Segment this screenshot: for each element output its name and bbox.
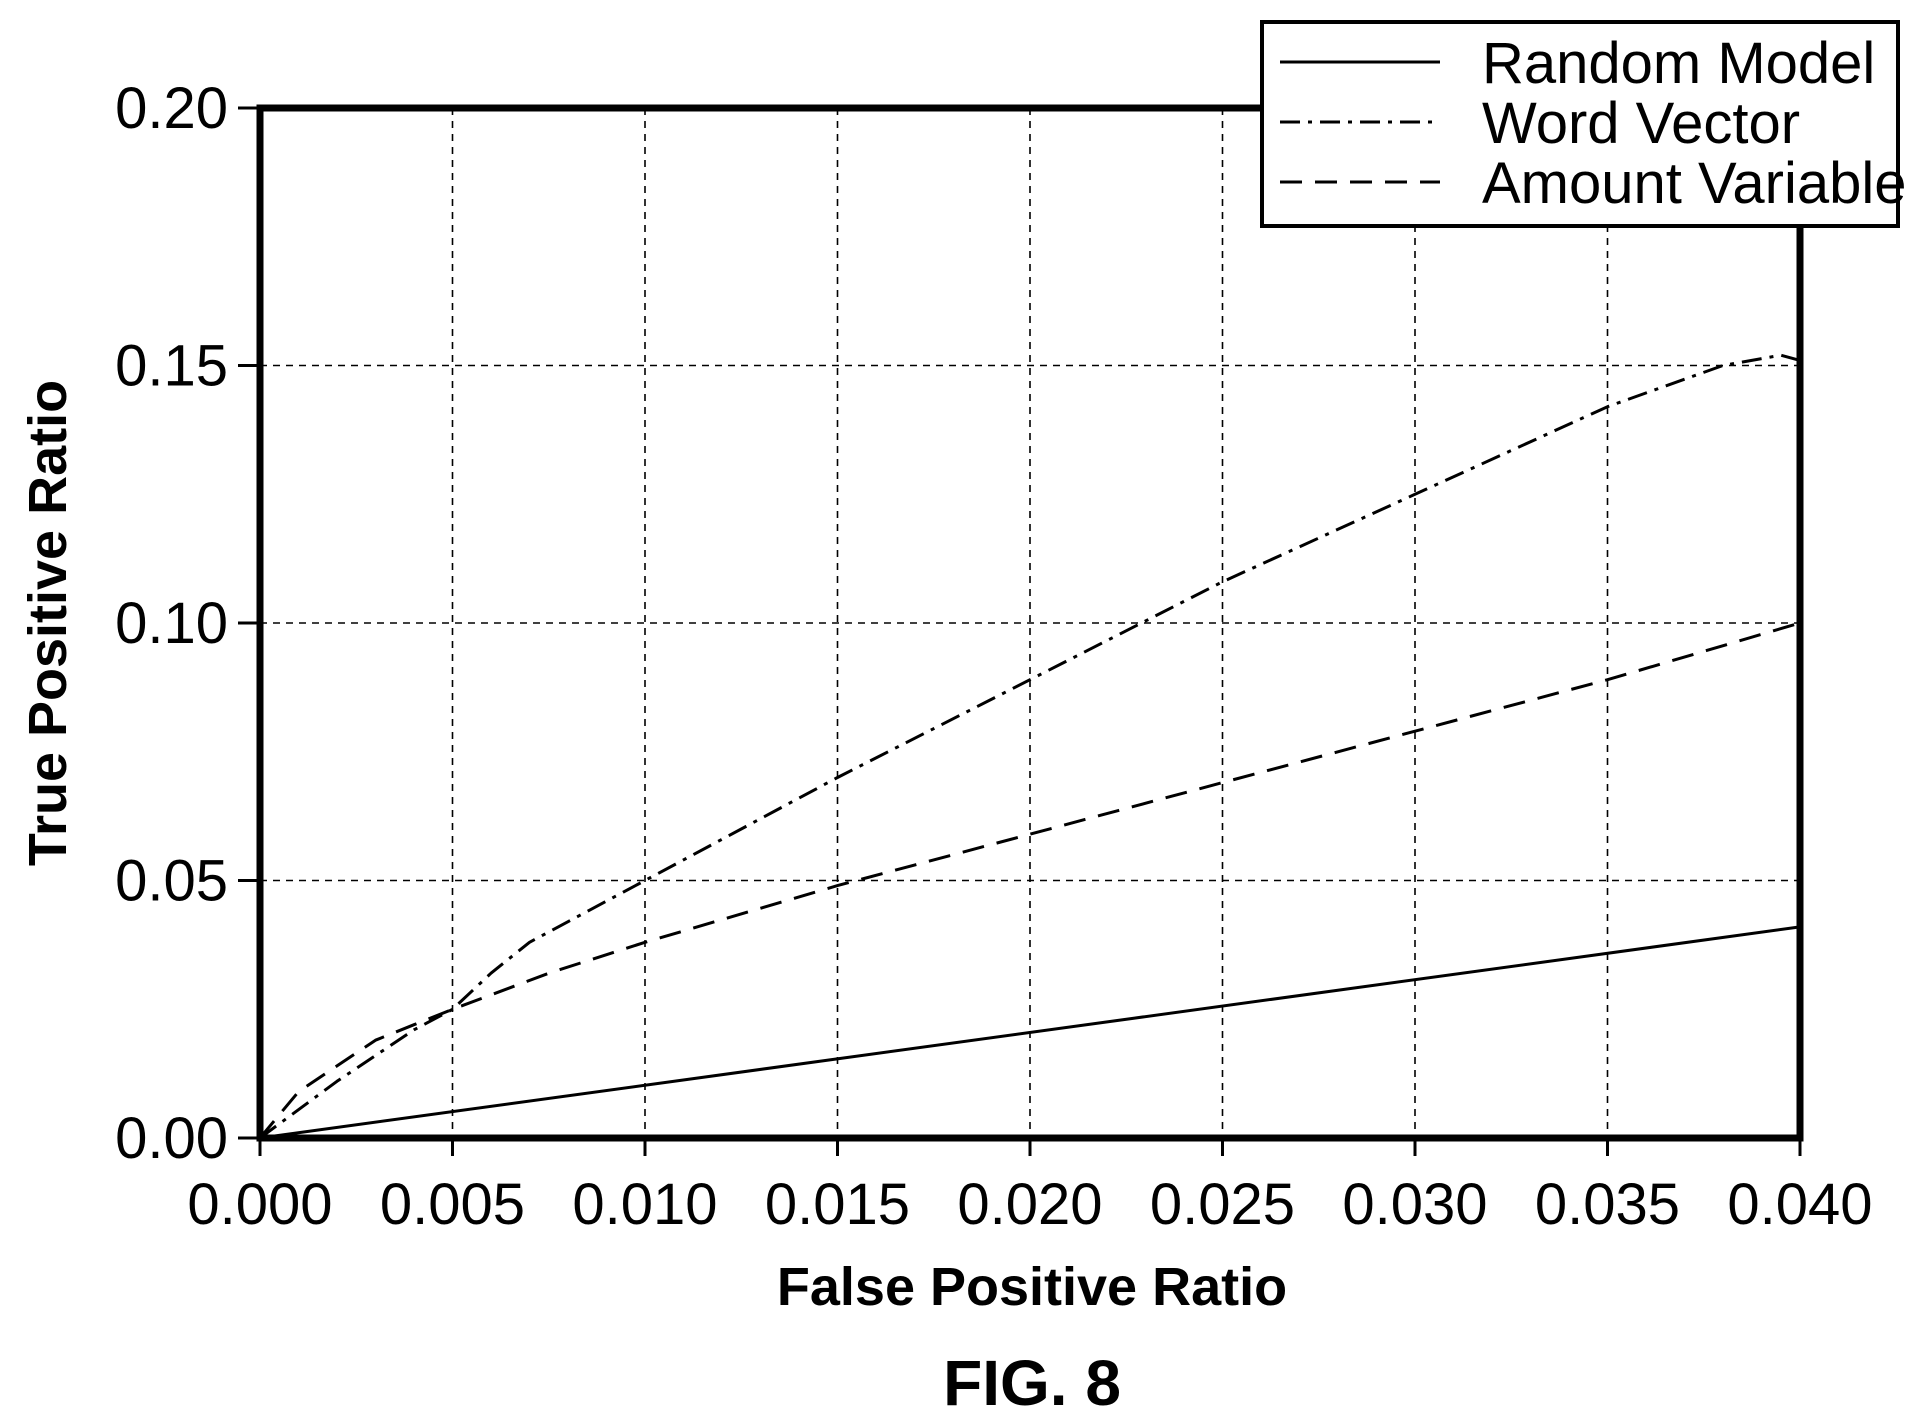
legend-label-word-vector: Word Vector — [1482, 91, 1800, 156]
x-tick-label: 0.025 — [1150, 1172, 1295, 1237]
y-tick-label: 0.20 — [115, 76, 228, 141]
y-tick-label: 0.10 — [115, 591, 228, 656]
x-tick-label: 0.015 — [765, 1172, 910, 1237]
figure-label: FIG. 8 — [943, 1347, 1121, 1419]
y-tick-label: 0.00 — [115, 1106, 228, 1171]
x-tick-label: 0.040 — [1727, 1172, 1872, 1237]
x-tick-label: 0.030 — [1342, 1172, 1487, 1237]
x-tick-label: 0.035 — [1535, 1172, 1680, 1237]
series-lines — [258, 353, 1801, 1140]
x-tick-label: 0.000 — [187, 1172, 332, 1237]
series-line-word-vector — [259, 353, 1801, 1140]
grid-lines — [260, 108, 1800, 1138]
x-axis-title: False Positive Ratio — [777, 1257, 1287, 1317]
series-line-random-model — [259, 925, 1801, 1140]
series-line-amount-variable — [258, 621, 1801, 1139]
y-axis-title: True Positive Ratio — [18, 380, 78, 866]
legend-box — [1260, 20, 1900, 228]
axis-ticks: 0.000 0.005 0.010 0.015 0.020 0.025 0.030 0.035… — [115, 76, 1872, 1237]
legend-label-amount-variable: Amount Variable — [1482, 151, 1907, 216]
x-tick-label: 0.005 — [380, 1172, 525, 1237]
y-tick-label: 0.15 — [115, 334, 228, 399]
y-tick-label: 0.05 — [115, 849, 228, 914]
x-tick-label: 0.010 — [572, 1172, 717, 1237]
legend-label-random-model: Random Model — [1482, 31, 1875, 96]
x-tick-label: 0.020 — [957, 1172, 1102, 1237]
